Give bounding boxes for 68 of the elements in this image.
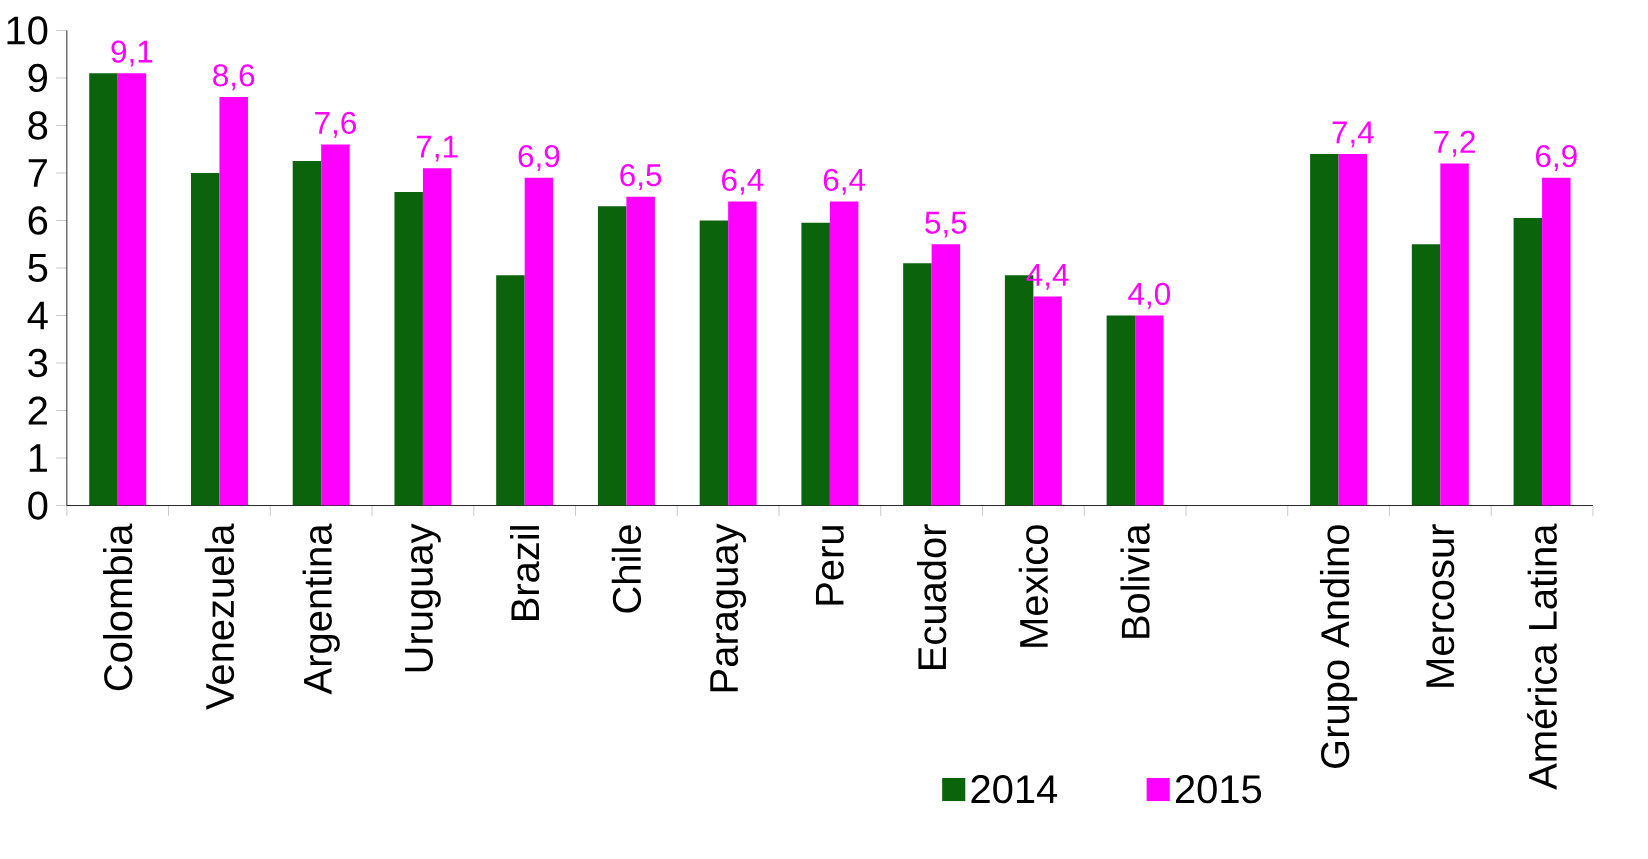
y-tick-label: 2: [28, 396, 47, 425]
x-tick-label: América Latina: [1527, 523, 1557, 790]
x-tick-label: Peru: [815, 526, 844, 605]
y-tick-label: 10: [7, 16, 48, 45]
bar: [626, 196, 655, 506]
y-tick-label: 6: [28, 206, 48, 235]
bar: [190, 173, 220, 506]
x-tick-label: Grupo Andino: [1319, 525, 1358, 769]
data-label: 6,4: [823, 168, 866, 195]
data-label: 7,6: [315, 111, 356, 138]
data-label: 4,0: [1128, 282, 1171, 309]
bar: [1310, 154, 1339, 506]
x-tick-label: Argentina: [302, 523, 340, 695]
bar: [829, 201, 859, 506]
bar: [728, 201, 757, 506]
bar: [524, 177, 554, 506]
bar: [1135, 315, 1164, 506]
x-tick-label: Mercosur: [1426, 524, 1455, 687]
bar: [422, 168, 452, 506]
x-tick-label: Ecuador: [916, 524, 947, 670]
x-tick-label: Mexico: [1018, 525, 1049, 647]
bar: [1513, 218, 1543, 506]
bar: [699, 220, 729, 506]
bar: [321, 144, 350, 506]
bar: [1440, 163, 1469, 506]
bar: [597, 206, 627, 506]
x-tick-label: Bolivia: [1120, 523, 1150, 639]
data-label: 7,1: [416, 135, 458, 162]
y-tick-label: 0: [28, 491, 48, 520]
y-tick-label: 8: [28, 111, 48, 140]
bar: [496, 275, 525, 506]
bar: [117, 73, 147, 506]
bar: [1411, 244, 1441, 506]
data-label: 4,4: [1026, 264, 1069, 290]
data-label: 7,4: [1332, 121, 1374, 148]
legend-label: 2014: [971, 775, 1058, 804]
data-label: 6,9: [1536, 145, 1577, 172]
bar: [903, 263, 932, 506]
data-label: 9,1: [111, 40, 153, 67]
legend-label: 2015: [1175, 775, 1262, 804]
x-tick-label: Brazil: [510, 526, 540, 621]
data-label: 6,5: [620, 164, 662, 191]
bar: [394, 192, 423, 506]
data-label: 6,9: [518, 145, 560, 172]
bar: [1338, 154, 1368, 506]
bar: [89, 73, 118, 506]
y-tick-label: 5: [28, 254, 48, 283]
bar: [219, 97, 248, 506]
bar: [801, 223, 830, 506]
x-tick-label: Chile: [611, 525, 642, 613]
y-tick-label: 9: [28, 63, 47, 93]
bar: [292, 161, 322, 506]
x-tick-label: Colombia: [103, 523, 133, 691]
bar: [931, 244, 961, 506]
y-tick-label: 1: [29, 444, 47, 472]
data-label: 6,4: [722, 168, 764, 195]
y-tick-label: 7: [28, 159, 47, 187]
x-tick-label: Venezuela: [204, 523, 235, 711]
x-tick-label: Uruguay: [405, 523, 441, 672]
y-tick-label: 4: [27, 301, 48, 330]
x-tick-label: Paraguay: [710, 523, 747, 692]
bar: [1542, 177, 1571, 506]
bar: [1106, 315, 1136, 506]
data-label: 5,5: [925, 211, 967, 238]
data-label: 7,2: [1434, 130, 1475, 157]
data-label: 8,6: [213, 64, 255, 91]
bar: [1033, 296, 1062, 506]
y-tick-label: 3: [28, 349, 48, 378]
